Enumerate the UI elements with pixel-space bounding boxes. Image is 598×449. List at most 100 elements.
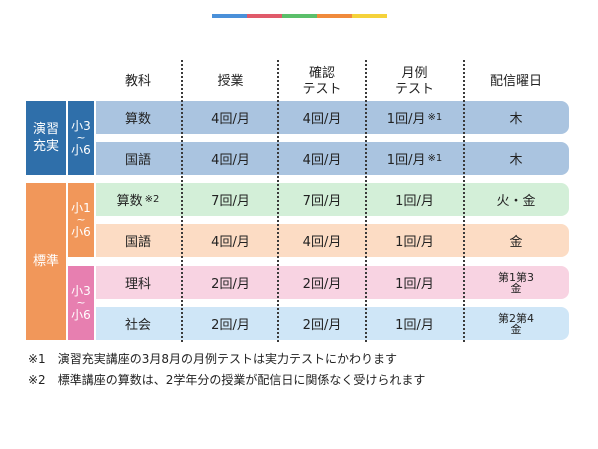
- grade-tilde: ~: [76, 213, 86, 226]
- grade-label: 小3 ~ 小6: [68, 266, 94, 340]
- delivery-day-cell-text: 木: [509, 153, 523, 168]
- class-count-cell: 7回/月: [183, 183, 278, 216]
- class-count-cell: 2回/月: [183, 266, 278, 299]
- column-divider: [463, 60, 465, 342]
- class-count-cell: 2回/月: [183, 307, 278, 340]
- check-test-cell-text: 2回/月: [302, 277, 342, 292]
- monthly-test-cell: 1回/月: [366, 183, 463, 216]
- header-class: 授業: [217, 74, 244, 89]
- top-bar-segment: [282, 14, 317, 18]
- top-bar-segment: [212, 14, 247, 18]
- delivery-day-cell: 木: [465, 142, 567, 175]
- monthly-test-cell-text: 1回/月: [395, 277, 434, 292]
- class-count-cell-text: 4回/月: [211, 112, 250, 127]
- monthly-test-cell: 1回/月: [366, 307, 463, 340]
- subject-cell-text: 社会: [124, 318, 151, 333]
- table-row: [96, 307, 569, 340]
- delivery-day-cell: 火・金: [465, 183, 567, 216]
- footnote-2: ※2 標準講座の算数は、2学年分の授業が配信日に関係なく受けられます: [28, 373, 426, 387]
- column-divider: [365, 60, 367, 342]
- delivery-day-line: 金: [510, 281, 522, 295]
- header-subject: 教科: [124, 74, 151, 89]
- class-count-cell-text: 7回/月: [211, 194, 250, 209]
- top-color-bar: [212, 14, 387, 18]
- delivery-day-line: 第1第3: [498, 270, 534, 284]
- check-test-cell-text: 7回/月: [302, 194, 342, 209]
- class-count-cell-text: 4回/月: [211, 153, 250, 168]
- grade-tilde: ~: [76, 296, 86, 309]
- top-bar-segment: [247, 14, 282, 18]
- header-delivery-day: 配信曜日: [489, 74, 542, 89]
- monthly-test-cell: 1回/月 ※1: [366, 101, 463, 134]
- grade-from: 小1: [71, 201, 91, 215]
- subject-cell-text: 算数: [116, 194, 143, 209]
- check-test-cell: 4回/月: [278, 142, 366, 175]
- footnote-mark: ※1: [427, 153, 443, 164]
- monthly-test-cell-text: 1回/月: [386, 112, 426, 127]
- delivery-day-cell: 金: [465, 224, 567, 257]
- class-count-cell: 4回/月: [183, 101, 278, 134]
- monthly-test-cell-text: 1回/月: [386, 153, 426, 168]
- table-row: [96, 266, 569, 299]
- check-test-cell-text: 2回/月: [302, 318, 342, 333]
- check-test-cell: 4回/月: [278, 101, 366, 134]
- subject-cell: 理科: [96, 266, 180, 299]
- grade-label: 小3 ~ 小6: [68, 101, 94, 175]
- check-test-cell: 4回/月: [278, 224, 366, 257]
- top-bar-segment: [352, 14, 387, 18]
- delivery-day-cell-text: 金: [509, 235, 523, 250]
- table-row: [96, 183, 569, 216]
- delivery-day-cell: 第2第4 金: [465, 307, 567, 340]
- grade-to: 小6: [71, 225, 91, 239]
- grade-label: 小1 ~ 小6: [68, 183, 94, 257]
- subject-cell: 社会: [96, 307, 180, 340]
- subject-cell-text: 国語: [124, 153, 151, 168]
- column-divider: [277, 60, 279, 342]
- table-row: [96, 224, 569, 257]
- grade-tilde: ~: [76, 131, 86, 144]
- check-test-cell: 2回/月: [278, 266, 366, 299]
- top-bar-segment: [317, 14, 352, 18]
- group-label-hyojun: 標準: [26, 183, 66, 340]
- delivery-day-line: 第2第4: [498, 311, 534, 325]
- check-test-cell: 7回/月: [278, 183, 366, 216]
- check-test-cell-text: 4回/月: [302, 153, 342, 168]
- check-test-cell-text: 4回/月: [302, 112, 342, 127]
- delivery-day-cell: 木: [465, 101, 567, 134]
- grade-to: 小6: [71, 308, 91, 322]
- monthly-test-cell-text: 1回/月: [395, 235, 434, 250]
- delivery-day-line: 金: [510, 322, 522, 336]
- grade-from: 小3: [71, 119, 91, 133]
- footnote-1: ※1 演習充実講座の3月8月の月例テストは実力テストにかわります: [28, 352, 397, 366]
- class-count-cell-text: 2回/月: [211, 318, 250, 333]
- subject-cell: 国語: [96, 142, 180, 175]
- delivery-day-cell: 第1第3 金: [465, 266, 567, 299]
- table-row: [96, 142, 569, 175]
- check-test-cell-text: 4回/月: [302, 235, 342, 250]
- check-test-cell: 2回/月: [278, 307, 366, 340]
- class-count-cell-text: 4回/月: [211, 235, 250, 250]
- group-label-enshu: 演習 充実: [26, 101, 66, 175]
- subject-cell-text: 理科: [124, 277, 151, 292]
- monthly-test-cell-text: 1回/月: [395, 318, 434, 333]
- subject-cell-text: 算数: [124, 112, 151, 127]
- class-count-cell-text: 2回/月: [211, 277, 250, 292]
- subject-cell: 国語: [96, 224, 180, 257]
- class-count-cell: 4回/月: [183, 224, 278, 257]
- footnote-mark: ※1: [427, 112, 443, 123]
- delivery-day-cell-text: 火・金: [496, 194, 536, 209]
- monthly-test-cell: 1回/月 ※1: [366, 142, 463, 175]
- subject-cell: 算数 ※2: [96, 183, 180, 216]
- grade-to: 小6: [71, 143, 91, 157]
- grade-from: 小3: [71, 284, 91, 298]
- header-check-test: 確認 テスト: [302, 66, 342, 97]
- monthly-test-cell: 1回/月: [366, 224, 463, 257]
- column-divider: [181, 60, 183, 342]
- class-count-cell: 4回/月: [183, 142, 278, 175]
- delivery-day-cell-text: 木: [509, 112, 523, 127]
- subject-cell: 算数: [96, 101, 180, 134]
- monthly-test-cell: 1回/月: [366, 266, 463, 299]
- subject-cell-text: 国語: [124, 235, 151, 250]
- header-monthly-test: 月例 テスト: [394, 66, 434, 97]
- monthly-test-cell-text: 1回/月: [395, 194, 434, 209]
